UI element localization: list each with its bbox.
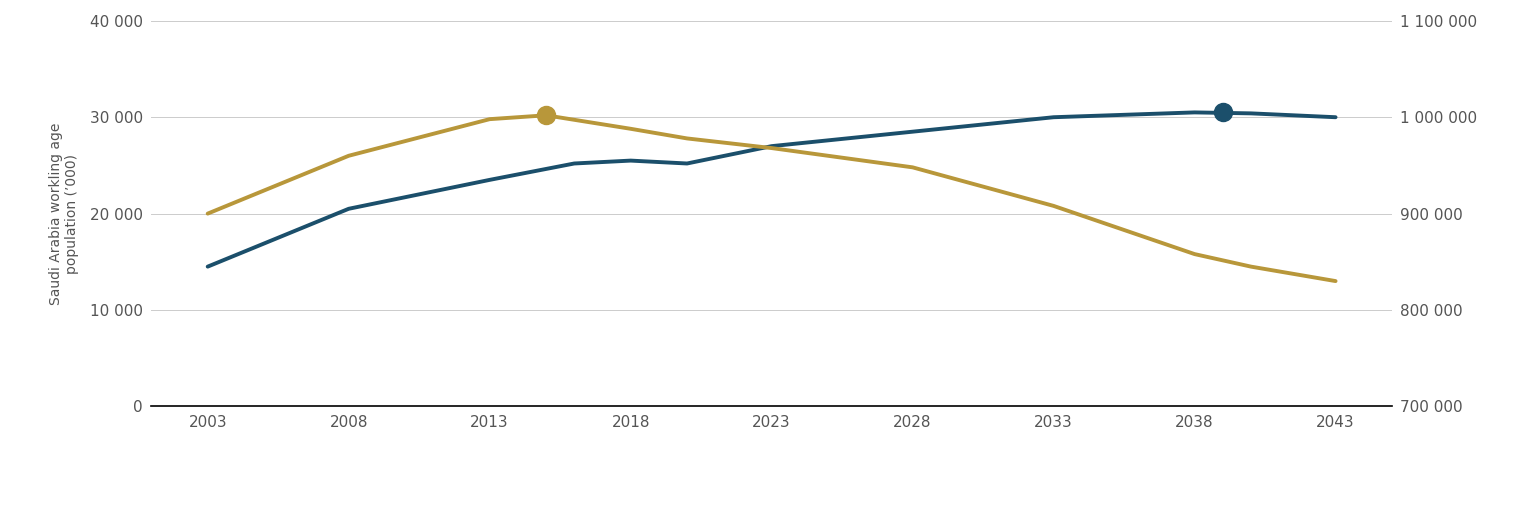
- Y-axis label: Saudi Arabia workling age
population (’000): Saudi Arabia workling age population (’0…: [48, 122, 79, 305]
- Legend: Saudi Arabia (LHS), China (RHS), Represents peak population: Saudi Arabia (LHS), China (RHS), Represe…: [454, 518, 1089, 521]
